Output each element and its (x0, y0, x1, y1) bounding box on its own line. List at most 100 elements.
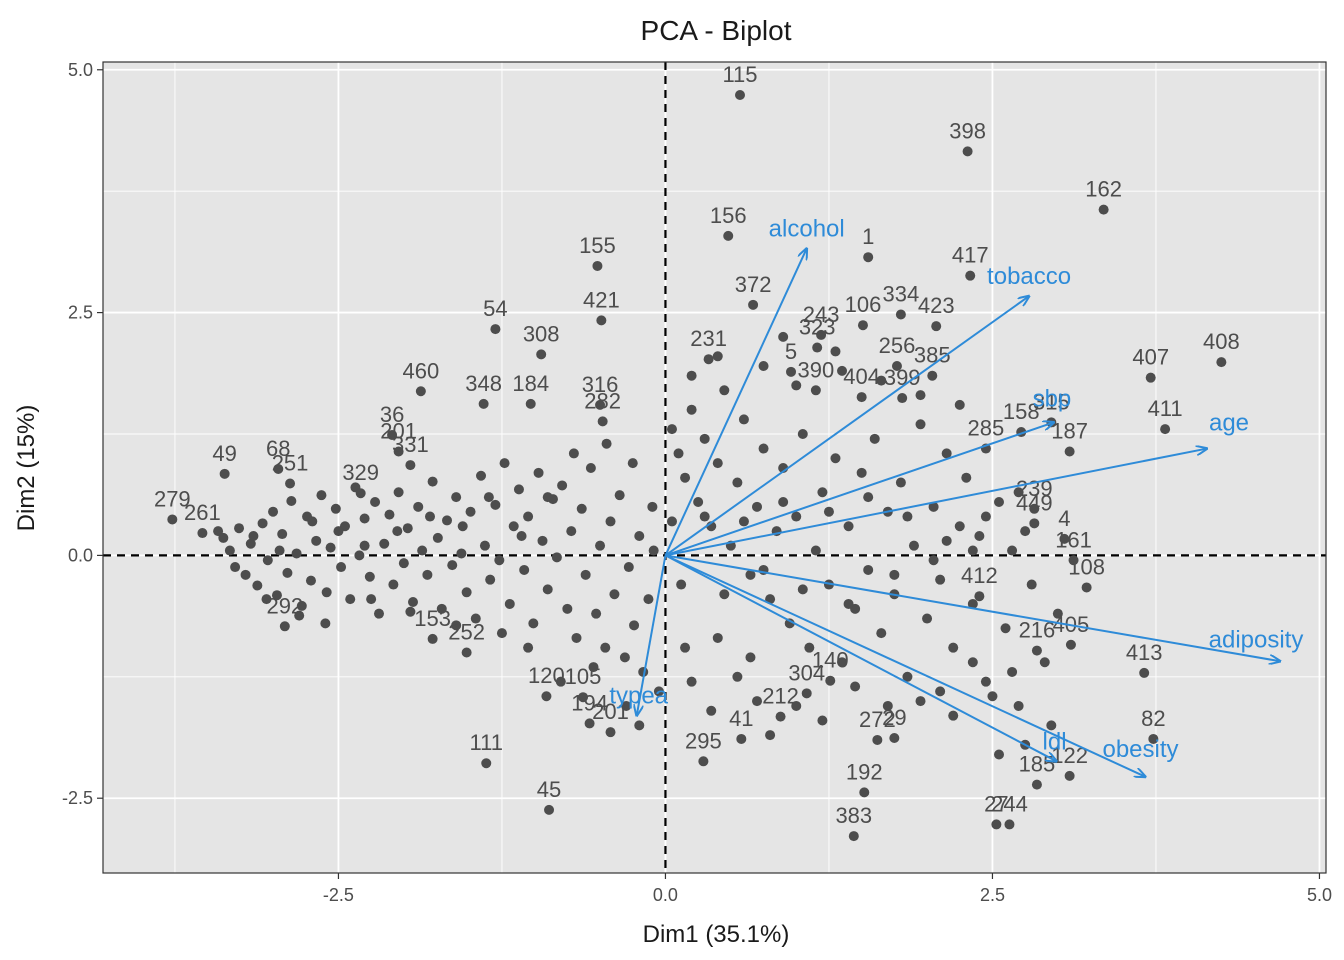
point-label: 304 (788, 660, 825, 685)
point-label: 194 (571, 690, 608, 715)
data-point (895, 477, 906, 488)
data-point (908, 540, 919, 551)
point-label: 398 (949, 118, 986, 143)
data-point (634, 720, 645, 731)
data-point (336, 562, 347, 573)
point-label: 36 (380, 402, 404, 427)
point-label: 407 (1132, 345, 1169, 370)
data-point (775, 711, 786, 722)
data-point (271, 590, 282, 601)
point-label: 449 (1016, 490, 1053, 515)
variable-label-typea: typea (609, 683, 668, 710)
point-label: 201 (592, 699, 629, 724)
data-point (384, 509, 395, 520)
point-label: 460 (402, 358, 439, 383)
data-point (541, 691, 552, 702)
variable-vectors-layer: alcohol tobacco sbp age adiposity obesity ldl t… (609, 215, 1303, 776)
data-point (609, 589, 620, 600)
data-point (533, 467, 544, 478)
data-point (595, 540, 606, 551)
point-label: 279 (154, 486, 191, 511)
data-point (666, 516, 677, 527)
data-point (801, 688, 812, 699)
data-point (571, 632, 582, 643)
data-point (703, 354, 714, 365)
variable-vector-sbp (665, 422, 1053, 557)
point-label: 261 (184, 500, 221, 525)
data-point (605, 727, 616, 738)
data-point (230, 562, 241, 573)
data-point (948, 710, 959, 721)
point-label: 185 (1019, 752, 1056, 777)
point-label: 285 (968, 416, 1005, 441)
data-point (285, 478, 296, 489)
data-point (307, 516, 318, 527)
point-label: 390 (798, 357, 835, 382)
data-point (286, 496, 297, 507)
data-point (252, 580, 263, 591)
variable-label-alcohol: alcohol (769, 215, 845, 242)
data-point (408, 597, 419, 608)
data-point (465, 506, 476, 517)
data-point (843, 598, 854, 609)
point-label: 27 (984, 791, 1008, 816)
point-label: 105 (565, 664, 602, 689)
point-label: 1 (862, 224, 874, 249)
data-point (1081, 582, 1092, 593)
data-point (405, 460, 416, 471)
point-label: 413 (1126, 640, 1163, 665)
point-label: 404 (843, 364, 880, 389)
data-point (197, 528, 208, 539)
data-point (1145, 372, 1156, 383)
data-point (738, 414, 749, 425)
data-point (427, 476, 438, 487)
data-point (470, 613, 481, 624)
point-label: 315 (1033, 389, 1070, 414)
data-point (1004, 819, 1015, 830)
data-point (810, 385, 821, 396)
data-point (723, 230, 734, 241)
data-point (1064, 770, 1075, 781)
data-point (823, 506, 834, 517)
data-point (863, 492, 874, 503)
data-point (902, 511, 913, 522)
data-point (948, 642, 959, 653)
data-point (748, 299, 759, 310)
variable-label-obesity: obesity (1102, 736, 1178, 763)
variable-vector-typea (637, 555, 667, 715)
variable-vector-tobacco (664, 296, 1029, 557)
data-point (634, 530, 645, 541)
data-point (935, 686, 946, 697)
point-label: 115 (722, 62, 757, 87)
data-point (1029, 518, 1040, 529)
data-point (830, 346, 841, 357)
point-label: 201 (380, 418, 417, 443)
data-point (857, 320, 868, 331)
point-label: 372 (735, 272, 772, 297)
x-tick-label: 2.5 (980, 885, 1005, 905)
data-point (320, 618, 331, 629)
data-point (393, 487, 404, 498)
data-point (706, 705, 717, 716)
data-point (629, 620, 640, 631)
y-tick-label: 0.0 (68, 545, 93, 565)
data-point (863, 564, 874, 575)
data-point (778, 496, 789, 507)
data-point (837, 657, 848, 668)
plot-border (102, 61, 1327, 874)
data-point (167, 514, 178, 525)
data-point (712, 458, 723, 469)
data-point (595, 399, 606, 410)
data-point (1148, 733, 1159, 744)
data-point (345, 594, 356, 605)
point-label: 295 (685, 728, 722, 753)
x-axis-title: Dim1 (35.1%) (643, 921, 790, 948)
data-point (817, 487, 828, 498)
point-label: 155 (579, 233, 616, 258)
data-point (784, 618, 795, 629)
data-point (566, 526, 577, 537)
data-point (516, 530, 527, 541)
data-point (752, 696, 763, 707)
point-label: 334 (883, 282, 920, 307)
